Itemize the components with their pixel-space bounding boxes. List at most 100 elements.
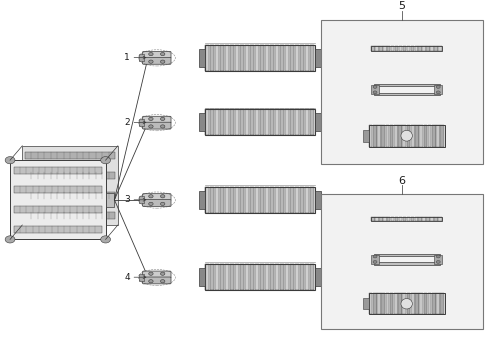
Bar	[391, 46, 394, 51]
Bar	[235, 264, 239, 290]
Bar	[428, 125, 432, 147]
Bar	[265, 45, 269, 71]
Bar	[300, 109, 304, 135]
Bar	[240, 187, 244, 213]
Bar	[434, 216, 438, 221]
Bar	[224, 109, 229, 135]
Bar	[430, 46, 434, 51]
Text: 2: 2	[124, 118, 130, 127]
Bar	[220, 45, 224, 71]
Ellipse shape	[401, 298, 413, 309]
Circle shape	[5, 157, 15, 164]
Bar	[305, 109, 309, 135]
Bar	[139, 54, 144, 61]
Bar	[419, 125, 423, 147]
Bar	[430, 216, 434, 221]
Bar	[407, 125, 410, 147]
Bar	[373, 125, 377, 147]
Bar	[210, 264, 214, 290]
Bar	[205, 264, 315, 290]
Bar	[398, 293, 402, 314]
Bar	[363, 130, 368, 141]
Bar	[398, 125, 402, 147]
Bar	[434, 255, 442, 264]
Bar	[250, 45, 254, 71]
Bar	[402, 293, 406, 314]
FancyBboxPatch shape	[143, 51, 171, 58]
Bar	[315, 49, 320, 67]
Circle shape	[373, 261, 377, 264]
Bar	[305, 45, 309, 71]
Bar	[280, 45, 284, 71]
Bar	[434, 46, 438, 51]
Bar	[395, 216, 398, 221]
Bar	[205, 187, 209, 213]
Bar	[371, 216, 375, 221]
Bar	[240, 45, 244, 71]
Bar	[205, 187, 315, 213]
FancyBboxPatch shape	[143, 271, 171, 278]
Bar	[205, 109, 315, 135]
Bar	[290, 109, 294, 135]
Bar	[300, 45, 304, 71]
Bar	[368, 125, 372, 147]
Bar	[411, 46, 414, 51]
Bar	[371, 46, 375, 51]
Bar	[310, 264, 314, 290]
Bar	[415, 125, 419, 147]
Bar	[210, 109, 214, 135]
Bar	[375, 46, 379, 51]
Bar	[210, 187, 214, 213]
Bar	[436, 125, 440, 147]
FancyBboxPatch shape	[143, 116, 171, 123]
Text: 5: 5	[398, 1, 405, 11]
Bar	[423, 125, 427, 147]
Bar	[24, 172, 116, 179]
Bar	[106, 193, 114, 207]
Bar	[14, 206, 102, 213]
Bar	[403, 216, 406, 221]
Bar	[139, 274, 144, 281]
Bar	[418, 216, 422, 221]
Bar	[422, 46, 426, 51]
FancyBboxPatch shape	[143, 199, 171, 207]
Bar	[285, 187, 289, 213]
Bar	[438, 46, 442, 51]
Bar	[270, 264, 274, 290]
Bar	[415, 293, 419, 314]
Bar	[373, 93, 440, 95]
Bar	[315, 191, 320, 209]
Bar	[387, 216, 391, 221]
Bar	[215, 187, 219, 213]
Bar	[434, 85, 442, 94]
Bar	[436, 293, 440, 314]
Bar	[423, 293, 427, 314]
FancyBboxPatch shape	[143, 122, 171, 129]
Bar	[285, 109, 289, 135]
Bar	[321, 20, 483, 164]
Bar	[245, 109, 249, 135]
Bar	[426, 46, 430, 51]
Bar	[321, 194, 483, 329]
Circle shape	[436, 255, 440, 258]
Bar	[230, 45, 234, 71]
Circle shape	[161, 272, 165, 275]
Bar	[387, 46, 391, 51]
Bar	[220, 264, 224, 290]
Bar	[377, 293, 381, 314]
Bar	[260, 109, 264, 135]
Bar	[270, 109, 274, 135]
Bar	[432, 125, 436, 147]
Bar	[260, 264, 264, 290]
Bar	[250, 109, 254, 135]
Bar	[402, 125, 406, 147]
Bar	[275, 264, 279, 290]
Bar	[386, 125, 389, 147]
Bar	[300, 264, 304, 290]
Bar	[275, 109, 279, 135]
Bar	[411, 293, 415, 314]
Bar	[224, 187, 229, 213]
Bar	[230, 187, 234, 213]
Circle shape	[149, 60, 153, 63]
Bar	[441, 293, 444, 314]
